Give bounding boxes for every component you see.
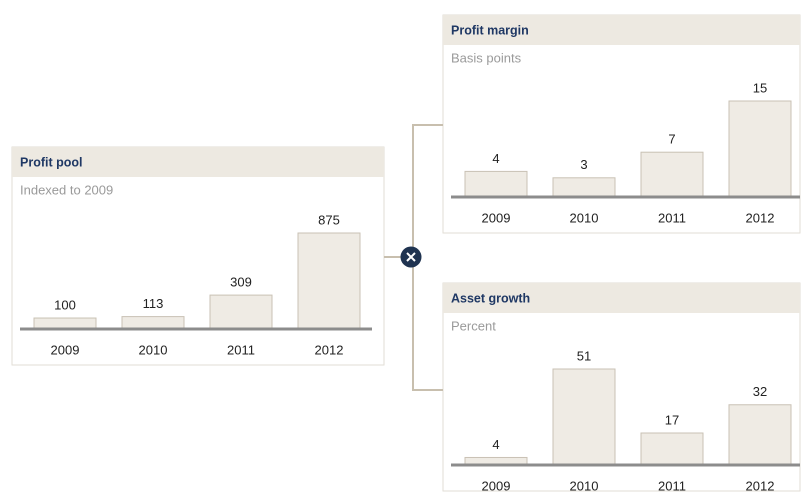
- x-tick-label: 2011: [227, 342, 255, 357]
- panel-title: Asset growth: [451, 291, 530, 305]
- bar: [552, 368, 616, 466]
- bar: [728, 100, 792, 198]
- x-tick-label: 2009: [482, 478, 511, 492]
- bar: [640, 432, 704, 466]
- value-label: 309: [230, 275, 252, 290]
- bar: [121, 316, 185, 330]
- bar: [297, 232, 361, 330]
- bar: [33, 317, 97, 330]
- x-tick-label: 2009: [51, 342, 80, 357]
- panel-header: [12, 147, 384, 177]
- value-label: 113: [143, 296, 164, 311]
- panel-header: [443, 15, 800, 45]
- bar: [728, 404, 792, 466]
- bar: [464, 170, 528, 198]
- value-label: 32: [753, 384, 767, 399]
- value-label: 51: [577, 348, 591, 363]
- panel-subtitle: Indexed to 2009: [20, 182, 113, 197]
- panel-subtitle: Basis points: [451, 50, 522, 65]
- x-tick-label: 2011: [658, 210, 686, 225]
- x-tick-label: 2010: [570, 210, 599, 225]
- multiply-icon: [400, 246, 422, 268]
- x-tick-label: 2012: [315, 342, 344, 357]
- bar: [209, 294, 273, 330]
- x-tick-label: 2011: [658, 478, 686, 492]
- x-tick-label: 2010: [139, 342, 168, 357]
- x-tick-label: 2012: [746, 210, 775, 225]
- x-tick-label: 2010: [570, 478, 599, 492]
- bar: [640, 151, 704, 198]
- panel-subtitle: Percent: [451, 318, 496, 333]
- value-label: 100: [54, 297, 76, 312]
- bar: [552, 177, 616, 198]
- value-label: 4: [492, 151, 499, 166]
- panel-title: Profit pool: [20, 155, 83, 169]
- value-label: 3: [580, 157, 587, 172]
- value-label: 17: [665, 412, 679, 427]
- value-label: 4: [492, 437, 499, 452]
- value-label: 15: [753, 80, 767, 95]
- value-label: 875: [318, 212, 340, 227]
- panel-title: Profit margin: [451, 23, 529, 37]
- x-tick-label: 2009: [482, 210, 511, 225]
- value-label: 7: [668, 132, 675, 147]
- panel-header: [443, 283, 800, 313]
- x-tick-label: 2012: [746, 478, 775, 492]
